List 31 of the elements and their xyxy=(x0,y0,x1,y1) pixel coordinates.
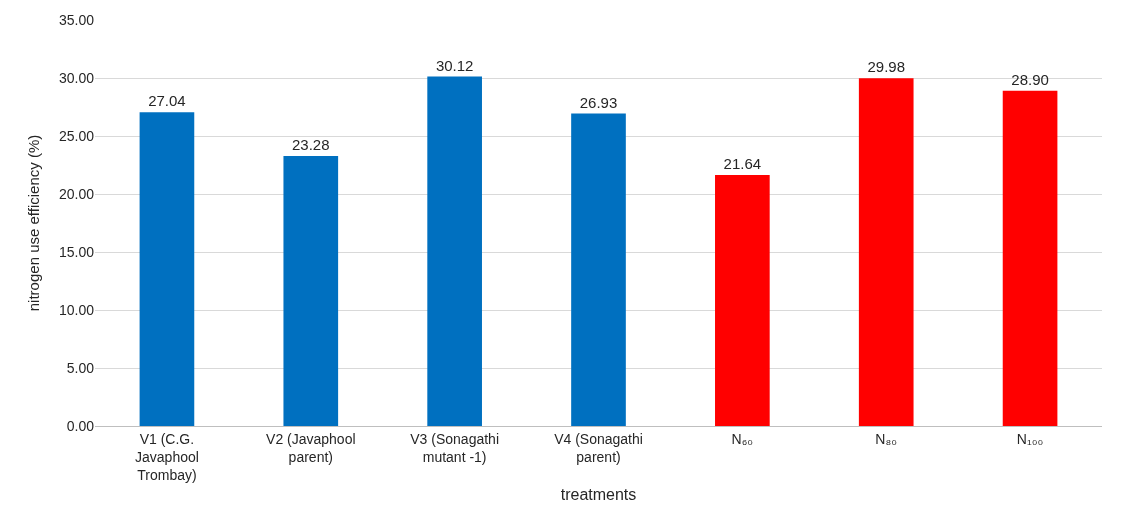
data-label: 26.93 xyxy=(579,93,618,111)
data-label: 29.98 xyxy=(867,58,905,76)
x-axis-title: treatments xyxy=(560,485,637,503)
y-tick-label: 0.00 xyxy=(66,417,95,434)
x-tick-label: N₆₀ xyxy=(731,430,754,447)
x-tick-label: N₈₀ xyxy=(875,430,898,447)
bar xyxy=(1002,90,1058,426)
y-tick-label: 35.00 xyxy=(58,11,95,28)
y-tick-label: 5.00 xyxy=(66,359,95,376)
data-label: 28.90 xyxy=(1011,70,1049,88)
y-tick-label: 10.00 xyxy=(58,301,95,318)
bar xyxy=(283,155,339,426)
data-label: 27.04 xyxy=(148,92,186,110)
y-tick-label: 25.00 xyxy=(58,127,95,144)
y-tick-label: 15.00 xyxy=(58,243,95,260)
y-axis-title: nitrogen use efficiency (%) xyxy=(25,134,43,312)
bar xyxy=(715,174,770,426)
data-label: 21.64 xyxy=(723,154,762,172)
x-tick-label: V4 (Sonagathi parent) xyxy=(554,430,643,465)
data-label: 23.28 xyxy=(292,135,330,153)
x-tick-label: N₁₀₀ xyxy=(1016,430,1044,447)
y-tick-label: 30.00 xyxy=(58,69,95,86)
bar xyxy=(571,113,626,426)
bar xyxy=(427,76,482,426)
bar xyxy=(858,78,914,426)
bar xyxy=(139,112,195,426)
x-tick-label: V1 (C.G. Javaphool Trombay) xyxy=(135,430,199,484)
x-tick-label: V3 (Sonagathi mutant -1) xyxy=(410,430,500,465)
data-label: 30.12 xyxy=(435,56,474,74)
x-tick-label: V2 (Javaphool parent) xyxy=(266,430,356,465)
y-tick-label: 20.00 xyxy=(58,185,95,202)
